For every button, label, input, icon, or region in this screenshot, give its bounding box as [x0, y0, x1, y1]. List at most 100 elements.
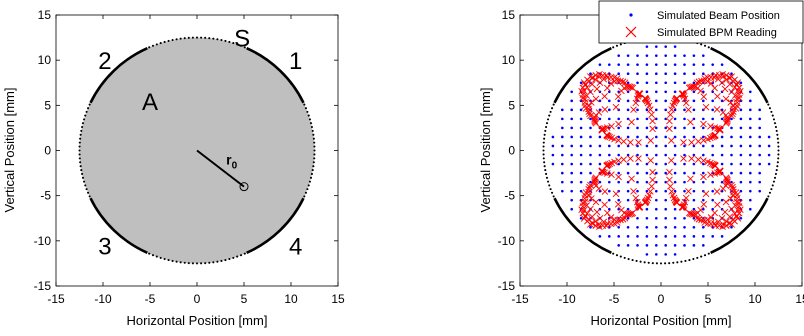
bpm-reading-point: [604, 220, 611, 227]
beam-position-point: [655, 108, 658, 112]
bpm-reading-point: [685, 187, 692, 195]
pipe-boundary-dot: [191, 36, 194, 39]
beam-position-point: [626, 72, 630, 76]
beam-position-point: [711, 117, 714, 121]
bpm-reading-point: [673, 94, 681, 102]
beam-position-point: [655, 225, 658, 229]
beam-position-point: [570, 171, 573, 175]
beam-position-point: [645, 225, 649, 229]
beam-position-point: [645, 45, 649, 48]
bpm-reading-point: [700, 136, 707, 144]
pipe-boundary-dot: [776, 165, 779, 168]
beam-position-point: [636, 153, 639, 157]
bpm-reading-point: [634, 201, 642, 209]
beam-position-point: [711, 189, 714, 193]
bpm-reading-point: [722, 174, 730, 181]
pipe-boundary-dot: [195, 36, 199, 39]
beam-position-point: [608, 235, 611, 238]
bpm-reading-point: [670, 99, 678, 107]
bpm-reading-point: [601, 201, 608, 209]
bpm-reading-point: [722, 120, 730, 127]
beam-position-point: [570, 126, 573, 130]
bpm-reading-point: [667, 111, 674, 118]
beam-position-point: [749, 171, 752, 175]
beam-position-point: [579, 117, 583, 121]
y-tick-label: 15: [502, 8, 516, 22]
bpm-reading-point: [737, 206, 744, 214]
beam-position-point: [673, 225, 677, 229]
beam-position-point: [730, 126, 733, 130]
pipe-boundary-dot: [243, 252, 246, 255]
beam-position-point: [683, 225, 686, 229]
bpm-reading-point: [614, 201, 622, 208]
right-bpm-readings: [578, 70, 744, 231]
x-tick-label: 5: [705, 292, 712, 306]
bpm-reading-point: [685, 106, 692, 114]
beam-position-point: [664, 207, 667, 211]
bpm-reading-point: [722, 72, 730, 79]
bpm-reading-point: [619, 215, 627, 223]
pipe-boundary-dot: [612, 46, 615, 49]
pipe-boundary-dot: [544, 129, 547, 132]
pipe-boundary-dot: [236, 43, 239, 46]
bpm-reading-point: [588, 220, 596, 227]
bpm-reading-point: [732, 189, 740, 196]
legend-box: [598, 0, 804, 44]
beam-position-point: [617, 63, 620, 66]
beam-position-point: [655, 162, 658, 166]
beam-position-point: [692, 171, 696, 175]
electrode-arc: [710, 46, 769, 104]
pipe-boundary-dot: [87, 191, 90, 194]
beam-position-point: [767, 135, 771, 139]
x-tick-label: -15: [47, 292, 65, 306]
pipe-boundary-dot: [179, 37, 182, 40]
pipe-boundary-dot: [78, 145, 81, 148]
bpm-reading-point: [736, 199, 743, 207]
bpm-reading-point: [719, 70, 726, 78]
pipe-boundary-dot: [777, 149, 780, 152]
bpm-reading-point: [694, 138, 702, 145]
bpm-reading-point: [716, 126, 724, 134]
bpm-reading-point: [666, 168, 673, 176]
bpm-reading-point: [604, 84, 611, 92]
pipe-boundary-dot: [81, 176, 85, 179]
bpm-reading-point: [587, 205, 594, 213]
beam-position-point: [655, 207, 658, 211]
beam-position-point: [692, 90, 696, 94]
pipe-boundary-dot: [83, 180, 86, 183]
pipe-boundary-dot: [545, 172, 548, 176]
pipe-boundary-dot: [303, 103, 306, 106]
pipe-boundary-dot: [542, 145, 545, 148]
beam-position-point: [579, 108, 583, 112]
beam-position-point: [673, 207, 677, 211]
y-tick-label: -15: [498, 279, 516, 293]
beam-position-point: [739, 117, 743, 121]
bpm-reading-point: [593, 85, 601, 93]
bpm-reading-point: [601, 92, 608, 100]
bpm-reading-point: [667, 183, 674, 190]
bpm-reading-point: [718, 215, 726, 222]
bpm-reading-point: [591, 218, 599, 225]
pipe-boundary-dot: [703, 44, 707, 47]
beam-position-point: [655, 135, 658, 139]
x-tick-label: -5: [609, 292, 620, 306]
pipe-boundary-dot: [668, 262, 671, 265]
beam-position-point: [720, 180, 724, 184]
pipe-boundary-dot: [148, 252, 151, 255]
bpm-reading-point: [729, 183, 736, 191]
bpm-reading-point: [700, 93, 708, 100]
bpm-reading-point: [667, 137, 675, 144]
pipe-boundary-dot: [627, 257, 630, 261]
beam-position-point: [673, 144, 677, 148]
bpm-reading-point: [666, 125, 673, 133]
beam-position-point: [589, 144, 592, 148]
bpm-reading-point: [583, 210, 591, 217]
bpm-reading-point: [643, 196, 651, 204]
bpm-reading-point: [700, 120, 707, 128]
pipe-boundary-dot: [81, 125, 84, 129]
pipe-boundary-dot: [542, 149, 545, 152]
bpm-reading-point: [617, 77, 624, 85]
pipe-boundary-dot: [78, 149, 81, 152]
beam-position-point: [570, 90, 573, 94]
pipe-boundary-dot: [688, 259, 691, 262]
